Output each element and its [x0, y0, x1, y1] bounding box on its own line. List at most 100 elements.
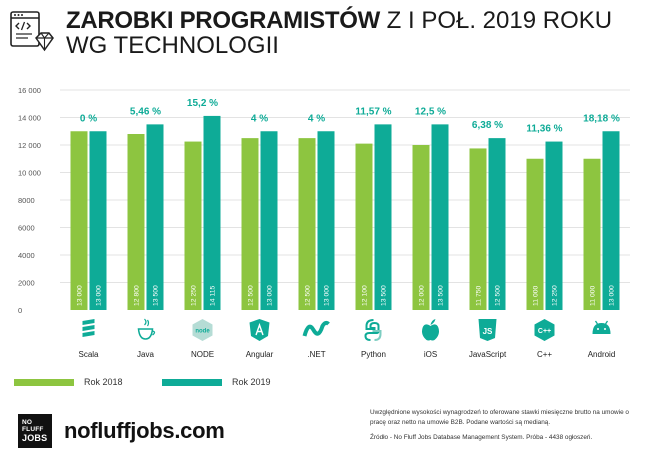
- chart-legend: Rok 2018 Rok 2019: [14, 372, 334, 392]
- bar-2019: [89, 131, 107, 310]
- salary-bar-chart: 0 2000 4000 6000 8000 10 000 12 000 14 000 16 00…: [18, 86, 630, 359]
- android-icon: [592, 320, 611, 334]
- icon-part: [604, 328, 606, 330]
- title-rest: Z I POŁ. 2019 ROKU: [379, 7, 613, 34]
- icon-part: node: [195, 329, 210, 335]
- y-tick-label: 12 000: [18, 141, 41, 150]
- code-diamond-logo-icon: [8, 8, 54, 54]
- bar-value-label: 12 100: [362, 285, 369, 306]
- bar-2018: [583, 158, 601, 310]
- bar-2018: [70, 131, 88, 310]
- bar-value-label: 13 500: [438, 285, 445, 306]
- category-label: .NET: [307, 350, 325, 359]
- icon-part: JS: [483, 327, 493, 336]
- category-label: Angular: [246, 350, 274, 359]
- bar-2018: [298, 138, 316, 310]
- y-tick-label: 2000: [18, 279, 35, 288]
- bar-value-label: 13 000: [609, 285, 616, 306]
- nofluffjobs-logo: NO FLUFF JOBS: [18, 414, 52, 448]
- apple-icon: [422, 319, 439, 341]
- javascript-icon: JS: [478, 319, 497, 341]
- bar-2019: [545, 141, 563, 310]
- bar-2018: [526, 158, 544, 310]
- bar-value-label: 11 750: [476, 285, 483, 306]
- percent-change-label: 15,2 %: [187, 98, 218, 109]
- bar-value-label: 13 500: [153, 285, 160, 306]
- icon-part: C++: [538, 328, 551, 335]
- percent-change-label: 12,5 %: [415, 106, 446, 117]
- icon-part: [302, 320, 330, 337]
- bar-2018: [412, 145, 430, 310]
- bar-value-label: 13 000: [77, 285, 84, 306]
- icon-part: [534, 319, 555, 341]
- bar-value-label: 12 800: [134, 285, 141, 306]
- percent-change-label: 0 %: [80, 113, 97, 124]
- bar-2019: [203, 115, 221, 310]
- icon-part: [82, 331, 95, 337]
- footnote-source: Źródło - No Fluff Jobs Database Manageme…: [370, 434, 593, 441]
- icon-part: [152, 330, 156, 336]
- bar-2019: [431, 124, 449, 310]
- bar-2019: [146, 124, 164, 310]
- bar-2018: [127, 134, 145, 310]
- icon-part: [144, 318, 150, 327]
- legend-swatch-2019: [162, 378, 222, 386]
- bar-value-label: 11 000: [590, 285, 597, 306]
- percent-change-label: 11,57 %: [355, 106, 391, 117]
- cpp-icon: C++: [534, 319, 555, 341]
- category-label: NODE: [191, 350, 214, 359]
- bar-2018: [355, 143, 373, 310]
- category-label: Android: [588, 350, 616, 359]
- icon-part: [249, 319, 270, 341]
- nodejs-icon: node: [192, 319, 213, 341]
- bar-value-label: 12 250: [552, 285, 559, 306]
- bar-value-label: 12 500: [495, 285, 502, 306]
- bar-value-label: 13 500: [381, 285, 388, 306]
- icon-part: [82, 325, 95, 331]
- icon-part: [592, 323, 611, 334]
- java-icon: [137, 318, 156, 340]
- bar-value-label: 12 500: [305, 285, 312, 306]
- y-tick-label: 4000: [18, 251, 35, 260]
- category-label: C++: [537, 350, 552, 359]
- legend-swatch-2018: [14, 378, 74, 386]
- category-label: Scala: [78, 350, 99, 359]
- legend-label-2018: Rok 2018: [84, 377, 123, 387]
- category-label: Java: [137, 350, 154, 359]
- angular-icon: [249, 319, 270, 341]
- bar-2018: [241, 138, 259, 310]
- title-line2: WG TECHNOLOGII: [66, 32, 279, 59]
- bar-2019: [260, 131, 278, 310]
- icon-part: [364, 319, 380, 341]
- bar-2019: [374, 124, 392, 310]
- icon-part: [597, 328, 599, 330]
- icon-part: [422, 324, 439, 341]
- dotnet-icon: [302, 320, 330, 337]
- icon-part: [137, 328, 154, 340]
- y-tick-label: 14 000: [18, 114, 41, 123]
- chart-title: ZAROBKI PROGRAMISTÓW Z I POŁ. 2019 ROKU …: [66, 8, 636, 58]
- bar-value-label: 14 115: [210, 285, 217, 306]
- icon-part: [255, 322, 264, 336]
- bar-value-label: 13 000: [96, 285, 103, 306]
- bar-2019: [488, 138, 506, 310]
- bar-2019: [317, 131, 335, 310]
- percent-change-label: 4 %: [251, 113, 268, 124]
- bar-value-label: 13 000: [267, 285, 274, 306]
- python-icon: [364, 319, 382, 341]
- icon-part: [430, 319, 436, 325]
- y-tick-label: 6000: [18, 224, 35, 233]
- scala-icon: [82, 319, 95, 337]
- y-tick-label: 0: [18, 306, 22, 315]
- bar-value-label: 12 500: [248, 285, 255, 306]
- bar-value-label: 12 250: [191, 285, 198, 306]
- icon-part: [594, 320, 609, 325]
- percent-change-label: 5,46 %: [130, 106, 161, 117]
- icon-part: [82, 319, 95, 325]
- footnote-methodology: Uwzględnione wysokości wynagrodzeń to of…: [370, 409, 629, 426]
- icon-part: [192, 319, 213, 341]
- bar-2018: [184, 141, 202, 310]
- bar-2019: [602, 131, 620, 310]
- y-tick-label: 8000: [18, 196, 35, 205]
- y-tick-label: 16 000: [18, 86, 41, 95]
